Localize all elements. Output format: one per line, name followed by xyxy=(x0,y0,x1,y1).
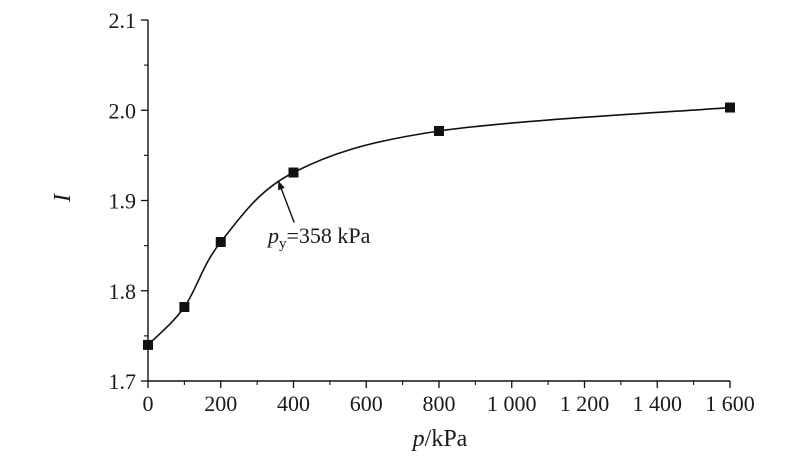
x-tick-label: 400 xyxy=(277,391,310,416)
y-axis-title: I xyxy=(50,193,76,203)
annotation-subscript: y xyxy=(279,236,287,252)
x-tick-label: 1 400 xyxy=(633,391,683,416)
yield-annotation: py=358 kPa xyxy=(266,180,371,252)
x-tick-label: 1 000 xyxy=(487,391,537,416)
annotation-value: =358 kPa xyxy=(287,223,371,248)
series-line xyxy=(147,106,731,346)
x-axis-title-var: p xyxy=(411,426,425,452)
data-point xyxy=(215,237,226,248)
data-point xyxy=(288,167,299,178)
x-tick-label: 600 xyxy=(350,391,383,416)
x-tick-label: 200 xyxy=(204,391,237,416)
x-tick-label: 1 200 xyxy=(560,391,610,416)
annotation-var: p xyxy=(266,223,279,248)
data-point xyxy=(434,126,444,137)
data-point xyxy=(179,301,190,312)
x-axis-title: p/kPa xyxy=(411,426,468,452)
tick-labels: 0 200 400 600 800 1 000 1 200 1 400 1 600 1.7 1.8 1… xyxy=(109,8,755,416)
y-tick-label: 2.1 xyxy=(109,8,137,33)
data-markers xyxy=(143,102,735,350)
y-tick-label: 1.8 xyxy=(109,279,137,304)
y-tick-label: 2.0 xyxy=(109,98,137,123)
y-tick-label: 1.7 xyxy=(109,369,137,394)
x-tick-label: 1 600 xyxy=(705,391,755,416)
y-tick-label: 1.9 xyxy=(109,189,137,214)
annotation-label: py=358 kPa xyxy=(266,223,371,252)
data-point xyxy=(143,339,153,350)
annotation-arrow-head xyxy=(278,180,285,191)
fitted-curve xyxy=(147,106,731,346)
data-point xyxy=(725,102,735,113)
x-tick-label: 0 xyxy=(143,391,154,416)
x-axis-title-unit: /kPa xyxy=(425,426,468,452)
axes xyxy=(141,19,731,388)
x-tick-label: 800 xyxy=(423,391,456,416)
